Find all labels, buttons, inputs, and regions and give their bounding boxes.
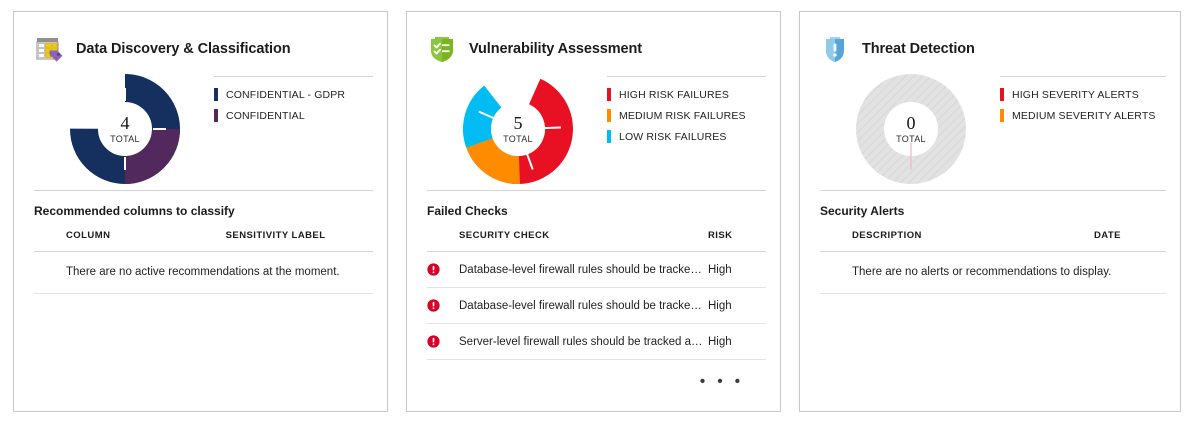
row-risk: High (708, 287, 766, 324)
row-severity-icon-cell (427, 287, 459, 324)
empty-row-spacer (34, 251, 66, 294)
legend-item[interactable]: CONFIDENTIAL (214, 105, 373, 126)
row-severity-icon-cell (427, 251, 459, 288)
chart-row: 0 TOTAL HIGH SEVERITY ALERTS MEDIUM SEVE… (820, 70, 1166, 190)
row-security-check: Server-level firewall rules should be tr… (459, 323, 708, 360)
section-title: Failed Checks (427, 204, 508, 218)
more-items-indicator[interactable]: • • • (699, 373, 744, 390)
error-circle-icon (427, 335, 440, 348)
card-threat-detection[interactable]: Threat Detection 0 TOTAL (799, 11, 1181, 412)
section-divider (820, 190, 1166, 191)
card-title: Data Discovery & Classification (76, 40, 291, 57)
column-header-security-check[interactable]: SECURITY CHECK (459, 230, 708, 252)
table-header-spacer (34, 230, 66, 252)
error-circle-icon (427, 263, 440, 276)
column-header-sensitivity-label[interactable]: SENSITIVITY LABEL (225, 230, 373, 252)
row-severity-icon-cell (427, 323, 459, 360)
table-section: Recommended columns to classify COLUMN S… (34, 190, 373, 294)
card-header: Threat Detection (820, 33, 1166, 65)
table-section: Security Alerts DESCRIPTION DATE There a… (820, 190, 1166, 294)
legend-swatch-icon (607, 130, 611, 143)
section-divider (427, 190, 766, 191)
empty-row-spacer (820, 251, 852, 294)
chart-legend: CONFIDENTIAL - GDPR CONFIDENTIAL (214, 76, 373, 126)
legend-label: HIGH RISK FAILURES (619, 88, 730, 101)
chart-legend: HIGH SEVERITY ALERTS MEDIUM SEVERITY ALE… (1000, 76, 1166, 126)
table-row[interactable]: Database-level firewall rules should be … (427, 251, 766, 288)
error-circle-icon (427, 299, 440, 312)
chart-legend: HIGH RISK FAILURES MEDIUM RISK FAILURES … (607, 76, 766, 147)
table-row[interactable]: Database-level firewall rules should be … (427, 287, 766, 324)
chart-row: 4 TOTAL CONFIDENTIAL - GDPR CONFIDENTIAL (34, 70, 373, 190)
empty-state-message: There are no active recommendations at t… (66, 251, 373, 294)
table-header-spacer (427, 230, 459, 252)
legend-item[interactable]: HIGH RISK FAILURES (607, 84, 766, 105)
legend-label: MEDIUM SEVERITY ALERTS (1012, 109, 1156, 122)
table-header-spacer (820, 230, 852, 252)
donut-chart-data-discovery: 4 TOTAL (70, 74, 180, 184)
legend-item[interactable]: CONFIDENTIAL - GDPR (214, 84, 373, 105)
failed-checks-table: SECURITY CHECK RISK (427, 230, 766, 360)
legend-swatch-icon (1000, 109, 1004, 122)
card-header: Data Discovery & Classification (34, 33, 373, 65)
card-vulnerability-assessment[interactable]: Vulnerability Assessment (406, 11, 781, 412)
table-header-row: DESCRIPTION DATE (820, 230, 1166, 252)
row-security-check: Database-level firewall rules should be … (459, 251, 708, 288)
legend-swatch-icon (607, 109, 611, 122)
legend-swatch-icon (607, 88, 611, 101)
chart-row: 5 TOTAL HIGH RISK FAILURES MEDIUM RISK F… (427, 70, 766, 190)
table-header-row: SECURITY CHECK RISK (427, 230, 766, 252)
legend-item[interactable]: MEDIUM RISK FAILURES (607, 105, 766, 126)
column-header-description[interactable]: DESCRIPTION (852, 230, 1094, 252)
legend-swatch-icon (214, 109, 218, 122)
column-header-risk[interactable]: RISK (708, 230, 766, 252)
section-divider (34, 190, 373, 191)
column-header-column[interactable]: COLUMN (66, 230, 226, 252)
card-data-discovery-classification[interactable]: Data Discovery & Classification 4 TOTAL (13, 11, 388, 412)
empty-state-message: There are no alerts or recommendations t… (852, 251, 1166, 294)
section-title: Security Alerts (820, 204, 905, 218)
legend-label: MEDIUM RISK FAILURES (619, 109, 746, 122)
row-risk: High (708, 323, 766, 360)
legend-item[interactable]: LOW RISK FAILURES (607, 126, 766, 147)
table-empty-row: There are no active recommendations at t… (34, 251, 373, 294)
legend-label: CONFIDENTIAL (226, 109, 305, 122)
row-security-check: Database-level firewall rules should be … (459, 287, 708, 324)
donut-chart-vulnerability: 5 TOTAL (463, 74, 573, 184)
green-shield-checklist-icon (427, 34, 457, 64)
section-title: Recommended columns to classify (34, 204, 235, 218)
legend-swatch-icon (1000, 88, 1004, 101)
card-header: Vulnerability Assessment (427, 33, 766, 65)
table-tag-icon (34, 34, 64, 64)
legend-item[interactable]: MEDIUM SEVERITY ALERTS (1000, 105, 1166, 126)
legend-item[interactable]: HIGH SEVERITY ALERTS (1000, 84, 1166, 105)
recommended-columns-table: COLUMN SENSITIVITY LABEL There are no ac… (34, 230, 373, 294)
card-title: Vulnerability Assessment (469, 40, 643, 57)
table-section: Failed Checks SECURITY CHECK RISK (427, 190, 766, 389)
row-risk: High (708, 251, 766, 288)
column-header-date[interactable]: DATE (1094, 230, 1166, 252)
table-empty-row: There are no alerts or recommendations t… (820, 251, 1166, 294)
legend-label: HIGH SEVERITY ALERTS (1012, 88, 1139, 101)
blue-shield-alert-icon (820, 34, 850, 64)
legend-label: LOW RISK FAILURES (619, 130, 727, 143)
table-row[interactable]: Server-level firewall rules should be tr… (427, 323, 766, 360)
security-alerts-table: DESCRIPTION DATE There are no alerts or … (820, 230, 1166, 294)
card-title: Threat Detection (862, 40, 975, 57)
legend-label: CONFIDENTIAL - GDPR (226, 88, 346, 101)
table-header-row: COLUMN SENSITIVITY LABEL (34, 230, 373, 252)
donut-chart-threat-detection: 0 TOTAL (856, 74, 966, 184)
legend-swatch-icon (214, 88, 218, 101)
